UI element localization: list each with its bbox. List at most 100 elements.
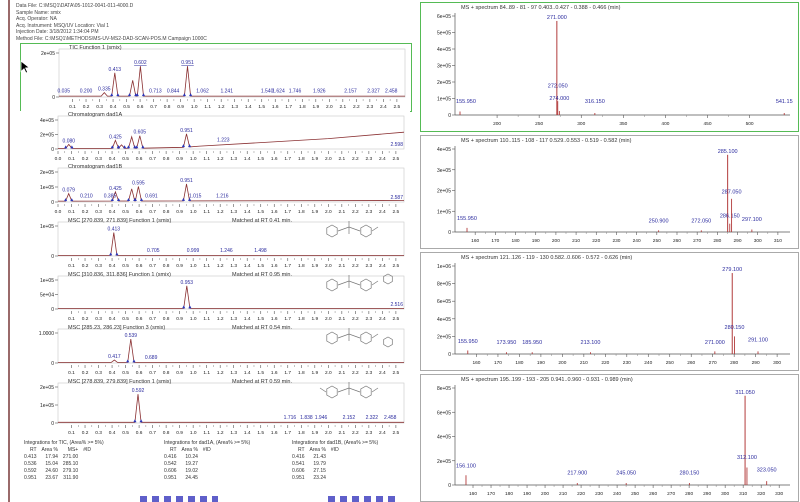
- y-axis-label: 0: [51, 147, 54, 153]
- ms-spectrum-panel-3[interactable]: MS + spectrum 121..126 - 119 - 130 0.582…: [420, 252, 799, 371]
- x-tick-label: 2.0: [325, 370, 332, 376]
- integration-marker: [126, 145, 131, 149]
- structure-ring: [326, 385, 338, 399]
- x-tick-label: 230: [595, 491, 603, 497]
- integration-marker: [132, 359, 136, 363]
- x-tick-label: 2.0: [325, 263, 332, 269]
- plot-frame: [57, 275, 405, 310]
- panel-title: Chromatogram dad1B: [68, 164, 123, 170]
- structure-thumbnail: [326, 273, 393, 292]
- y-axis-label: 0: [51, 307, 54, 313]
- table-cell: 0.592: [24, 468, 37, 474]
- structure-thumbnail: [319, 382, 379, 399]
- table-cell: 271.00: [62, 454, 79, 460]
- x-tick-label: 2.3: [367, 104, 374, 110]
- x-tick-label: 500: [746, 121, 754, 127]
- peak-rt-label: 0.035: [57, 89, 70, 95]
- x-tick-label: 0.6: [136, 156, 143, 162]
- peak-rt-label: 0.999: [187, 248, 200, 254]
- mz-label: 217.900: [567, 470, 587, 476]
- x-tick-label: 1.6: [271, 263, 278, 269]
- x-tick-label: 180: [512, 238, 520, 244]
- integration-table: RT Area % #ID 0.416 10.24 0.542 19.27 0.606 19.0…: [164, 447, 216, 482]
- integration-table: RT Area % #ID 0.416 21.43 0.541 19.79 0.606 27.1…: [292, 447, 344, 482]
- mouse-cursor-icon: [20, 60, 31, 74]
- peak-rt-label: 1.926: [313, 89, 326, 95]
- dad1a-chromatogram-panel[interactable]: Chromatogram dad1A 4e+05 2e+05 0 0.0 0.1 0.2 0…: [20, 111, 410, 163]
- table-cell: [83, 461, 96, 468]
- x-tick-label: 1.8: [298, 263, 305, 269]
- x-tick-label: 190: [532, 238, 540, 244]
- msc-270-chromatogram-panel[interactable]: MSC [270.839, 271.839] Function 1 (smix)…: [20, 217, 410, 270]
- x-tick-label: 0.1: [68, 209, 75, 215]
- x-tick-label: 1.5: [257, 430, 264, 436]
- integration-marker: [181, 197, 185, 201]
- x-tick-label: 0.9: [176, 156, 183, 162]
- x-tick-label: 0.2: [82, 209, 89, 215]
- integration-marker: [127, 93, 132, 97]
- msc-285-chromatogram-panel[interactable]: MSC [285.23, 286.23] Function 3 (smix) M…: [20, 324, 410, 377]
- table-cell: [83, 475, 96, 482]
- table-cell: [83, 468, 96, 475]
- y-axis-label: 1e+05: [40, 224, 54, 230]
- x-tick-label: 1.7: [285, 104, 292, 110]
- x-tick-label: 160: [472, 360, 480, 366]
- dad1b-chromatogram-panel[interactable]: Chromatogram dad1B 2e+05 1e+05 0 0.0 0.1 0.2 0…: [20, 163, 410, 216]
- x-tick-label: 1.6: [271, 370, 278, 376]
- x-tick-label: 1.2: [217, 263, 224, 269]
- x-tick-label: 2.5: [393, 263, 400, 269]
- x-tick-label: 1.1: [203, 430, 210, 436]
- tic-chromatogram-panel[interactable]: TIC Function 1 (smix) 2e+05 0 0.1 0.2 0.3 0.4…: [20, 43, 412, 112]
- x-tick-label: 1.4: [244, 370, 251, 376]
- table-cell: [331, 468, 344, 475]
- x-tick-label: 2.2: [353, 104, 360, 110]
- matched-rt-label: Matched at RT 0.59 min.: [232, 379, 293, 385]
- x-tick-label: 0.5: [122, 156, 129, 162]
- ms-spectrum-panel-2[interactable]: MS + spectrum 110..115 - 108 - 117 0.529…: [420, 135, 799, 249]
- table-row: 0.536 15.04 285.10: [24, 461, 96, 468]
- y-axis-label: 1e+06: [437, 264, 451, 270]
- spectrum-plot: 4e+05 3e+05 2e+05 1e+05 0 160 170 180 190 200 210 2…: [437, 146, 790, 244]
- integration-marker: [139, 419, 143, 423]
- x-tick-label: 240: [633, 238, 641, 244]
- x-tick-label: 0.0: [55, 209, 62, 215]
- msc-310-chromatogram-panel[interactable]: MSC [310.836, 311.836] Function 1 (smix)…: [20, 271, 410, 323]
- peak-rt-label: 1.540: [261, 89, 274, 95]
- peak-rt-label: 0.425: [109, 186, 122, 192]
- x-tick-label: 2.1: [338, 316, 345, 322]
- y-axis-label: 0: [448, 483, 451, 489]
- y-axis-label: 4e+05: [437, 435, 451, 441]
- ms-spectrum-panel-4[interactable]: MS + spectrum 195..199 - 193 - 205 0.941…: [420, 374, 799, 502]
- table-cell: 24.45: [185, 475, 198, 481]
- mz-label: 312.100: [737, 455, 757, 461]
- table-cell: 0.606: [292, 468, 305, 474]
- x-tick-label: 400: [661, 121, 669, 127]
- table-cell: 0.951: [24, 475, 37, 481]
- peak-rt-label: 0.200: [80, 89, 93, 95]
- x-tick-label: 320: [757, 491, 765, 497]
- peak-rt-label: 0.595: [132, 180, 145, 186]
- ms-spectrum-panel-1[interactable]: MS + spectrum 84..89 - 81 - 97 0.403..0.…: [420, 2, 799, 132]
- integration-marker: [70, 145, 74, 149]
- plot-frame: [57, 115, 405, 150]
- x-tick-label: 1.9: [311, 209, 318, 215]
- x-tick-label: 300: [773, 360, 781, 366]
- table-row: 0.542 19.27: [164, 461, 216, 468]
- x-tick-label: 170: [491, 238, 499, 244]
- msc-278-chromatogram-panel[interactable]: MSC [278.839, 279.839] Function 1 (smix)…: [20, 378, 410, 437]
- x-tick-label: 0.8: [163, 156, 170, 162]
- mz-label: 280.150: [679, 470, 699, 476]
- panel-title: MSC [285.23, 286.23] Function 3 (smix): [68, 325, 166, 331]
- chromatogram-plot: 1e+05 5e+04 0 0.1 0.2 0.3 0.4 0.5 0.6 0.7 0.8 0.9 1.…: [40, 273, 405, 322]
- x-tick-label: 1.0: [190, 263, 197, 269]
- x-tick-label: 1.3: [230, 263, 237, 269]
- x-tick-label: 2.5: [393, 316, 400, 322]
- integration-marker: [182, 305, 186, 309]
- structure-ring: [360, 224, 372, 238]
- tic-integration-table: Integrations for TIC, (Area% >= 5%) RT Are…: [24, 440, 152, 482]
- x-tick-label: 0.6: [136, 209, 143, 215]
- x-tick-label: 0.2: [82, 263, 89, 269]
- x-tick-label: 2.4: [379, 263, 386, 269]
- chromatogram-trace: [58, 285, 404, 309]
- table-cell: [203, 461, 216, 468]
